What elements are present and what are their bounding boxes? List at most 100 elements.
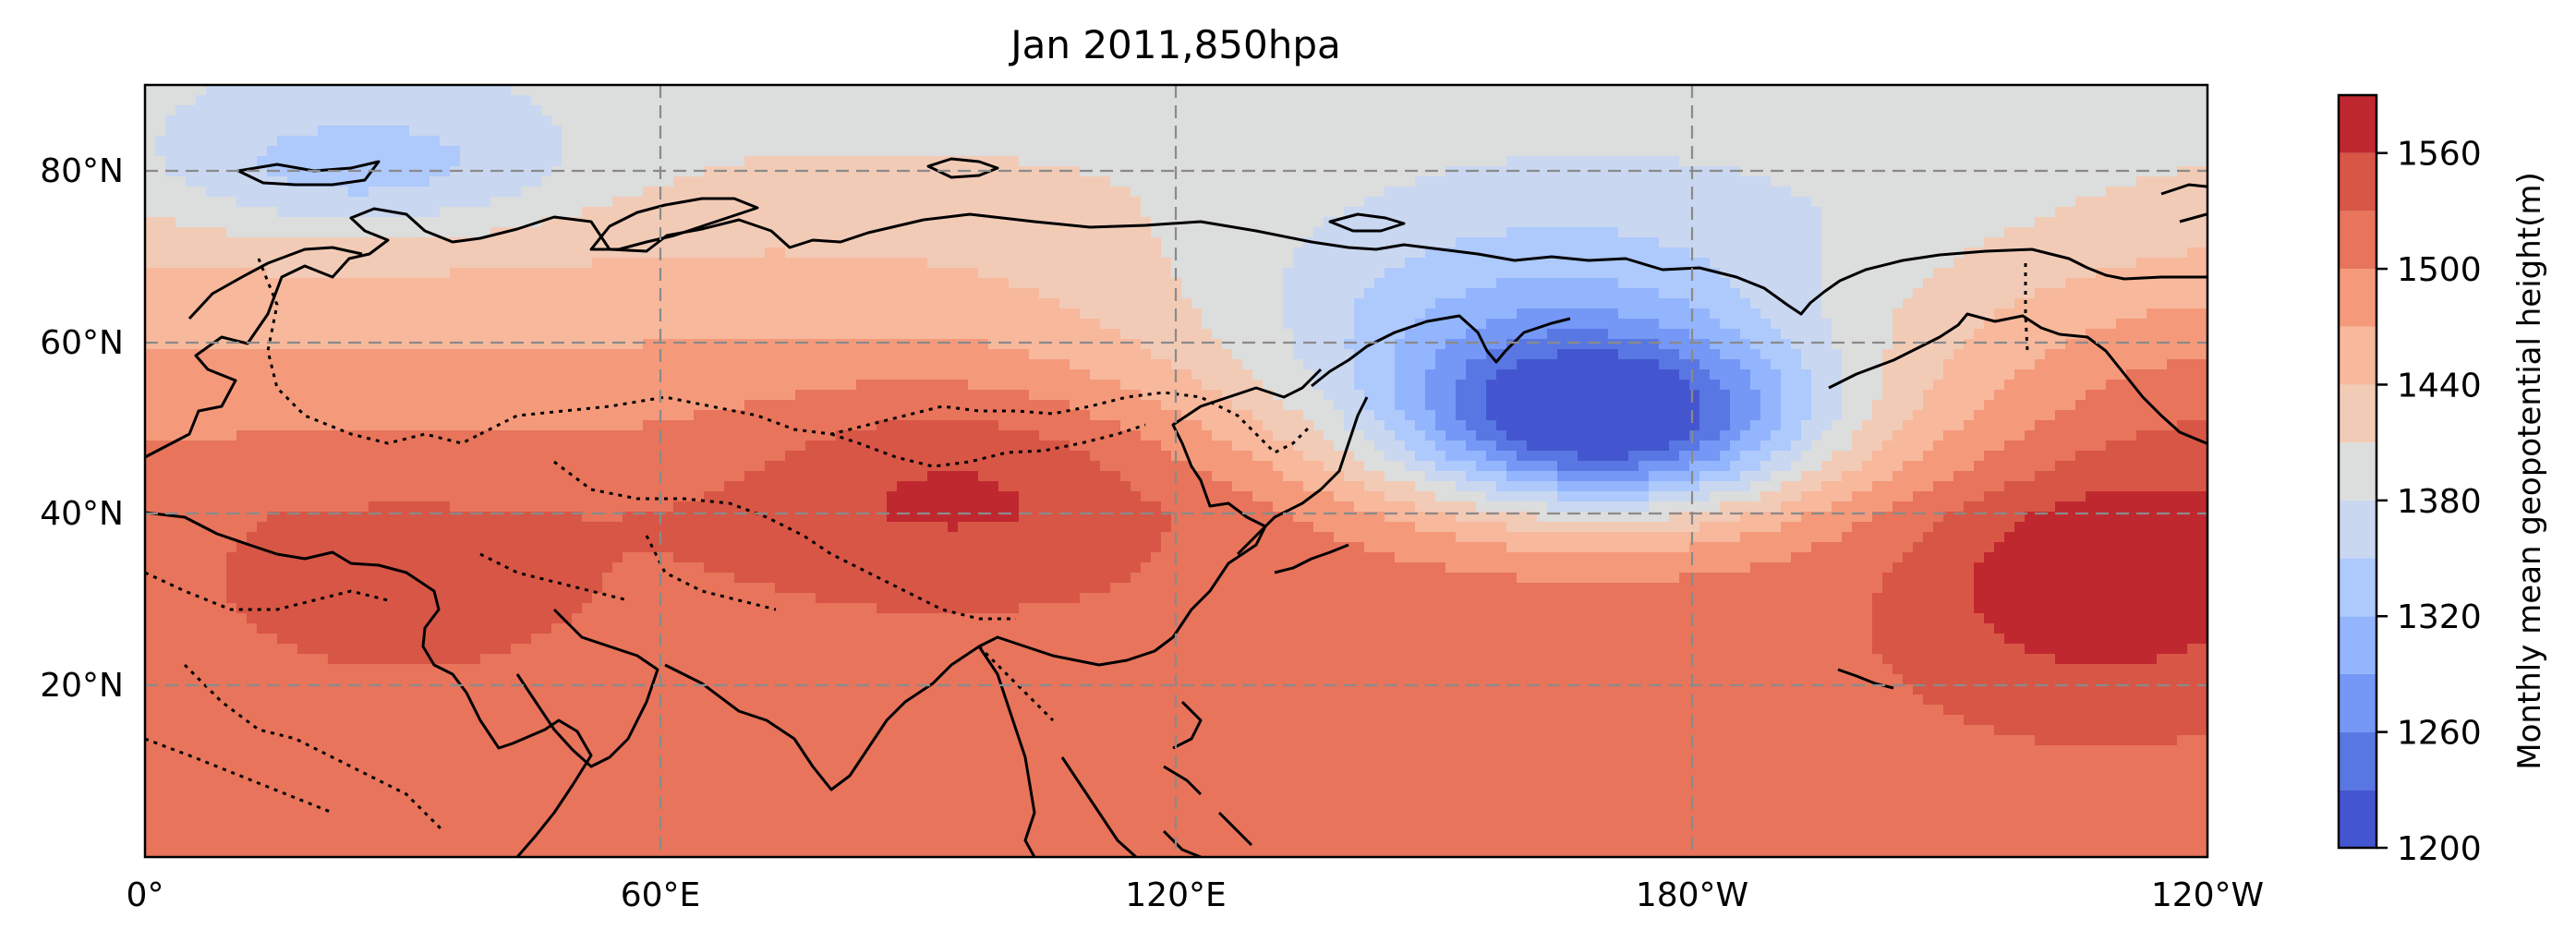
- contour-cell: [988, 268, 999, 279]
- contour-cell: [460, 237, 471, 248]
- contour-cell: [186, 136, 197, 147]
- contour-cell: [1903, 288, 1914, 299]
- contour-cell: [2065, 278, 2076, 289]
- contour-cell: [2055, 176, 2066, 187]
- contour-cell: [2147, 126, 2158, 137]
- contour-cell: [1029, 176, 1040, 187]
- contour-cell: [1202, 187, 1213, 198]
- contour-cell: [460, 136, 471, 147]
- contour-cell: [2187, 217, 2198, 228]
- contour-cell: [1699, 278, 1711, 289]
- contour-cell: [1273, 217, 1284, 228]
- contour-cell: [470, 85, 481, 96]
- contour-cell: [877, 207, 888, 218]
- contour-cell: [2136, 227, 2147, 238]
- contour-cell: [1750, 288, 1761, 299]
- contour-cell: [1639, 146, 1650, 157]
- contour-cell: [694, 258, 705, 269]
- contour-cell: [460, 227, 471, 238]
- contour-cell: [2147, 237, 2158, 248]
- contour-cell: [765, 126, 776, 137]
- contour-cell: [582, 227, 593, 238]
- contour-cell: [1476, 176, 1487, 187]
- contour-cell: [1608, 298, 1619, 309]
- contour-cell: [2045, 288, 2056, 299]
- contour-cell: [2065, 288, 2076, 299]
- contour-cell: [653, 207, 664, 218]
- contour-cell: [1882, 85, 1893, 96]
- contour-cell: [490, 115, 502, 127]
- contour-cell: [440, 95, 451, 106]
- contour-cell: [1324, 85, 1335, 96]
- contour-cell: [1395, 278, 1406, 289]
- contour-cell: [836, 258, 847, 269]
- contour-cell: [2025, 288, 2036, 299]
- contour-cell: [917, 237, 928, 248]
- contour-cell: [257, 105, 268, 116]
- contour-cell: [2096, 115, 2107, 127]
- contour-cell: [836, 95, 847, 106]
- contour-cell: [2126, 146, 2137, 157]
- contour-cell: [1537, 298, 1548, 309]
- contour-cell: [277, 126, 288, 137]
- contour-cell: [196, 126, 207, 137]
- contour-cell: [490, 227, 502, 238]
- contour-cell: [998, 85, 1010, 96]
- contour-cell: [633, 217, 644, 228]
- contour-cell: [562, 187, 573, 198]
- contour-cell: [1405, 95, 1416, 106]
- contour-cell: [683, 329, 695, 340]
- contour-cell: [744, 105, 756, 116]
- contour-cell: [1588, 95, 1599, 106]
- contour-cell: [663, 248, 674, 259]
- contour-cell: [612, 187, 623, 198]
- contour-cell: [531, 268, 542, 279]
- contour-cell: [846, 146, 857, 157]
- contour-cell: [226, 248, 237, 259]
- contour-cell: [551, 95, 562, 106]
- contour-cell: [897, 146, 908, 157]
- contour-cell: [551, 207, 562, 218]
- contour-cell: [1517, 308, 1528, 320]
- contour-cell: [1771, 197, 1782, 208]
- contour-cell: [1070, 166, 1081, 177]
- contour-cell: [1781, 146, 1792, 157]
- contour-cell: [1517, 197, 1528, 208]
- contour-cell: [1852, 288, 1863, 299]
- contour-cell: [1588, 146, 1599, 157]
- contour-cell: [1466, 126, 1477, 137]
- contour-cell: [1740, 166, 1751, 177]
- contour-cell: [988, 278, 999, 289]
- contour-cell: [1395, 156, 1406, 167]
- contour-cell: [1080, 207, 1091, 218]
- contour-cell: [440, 217, 451, 228]
- contour-cell: [1557, 298, 1568, 309]
- contour-cell: [490, 248, 502, 259]
- contour-cell: [369, 105, 380, 116]
- contour-cell: [755, 298, 766, 309]
- contour-cell: [1801, 197, 1812, 208]
- contour-cell: [521, 207, 532, 218]
- contour-cell: [1029, 85, 1040, 96]
- contour-cell: [2004, 166, 2015, 177]
- contour-cell: [582, 308, 593, 320]
- contour-cell: [460, 278, 471, 289]
- contour-cell: [369, 237, 380, 248]
- contour-cell: [958, 136, 969, 147]
- contour-cell: [1181, 207, 1192, 218]
- contour-cell: [1882, 278, 1893, 289]
- contour-cell: [673, 217, 684, 228]
- contour-cell: [419, 166, 430, 177]
- contour-cell: [948, 248, 959, 259]
- contour-cell: [389, 268, 400, 279]
- contour-cell: [1649, 115, 1660, 127]
- contour-cell: [1476, 95, 1487, 106]
- contour-cell: [399, 308, 410, 320]
- contour-cell: [643, 329, 654, 340]
- contour-cell: [1862, 258, 1873, 269]
- contour-cell: [1893, 156, 1904, 167]
- contour-cell: [1903, 278, 1914, 289]
- contour-cell: [1181, 248, 1192, 259]
- contour-cell: [704, 248, 715, 259]
- contour-cell: [1232, 308, 1243, 320]
